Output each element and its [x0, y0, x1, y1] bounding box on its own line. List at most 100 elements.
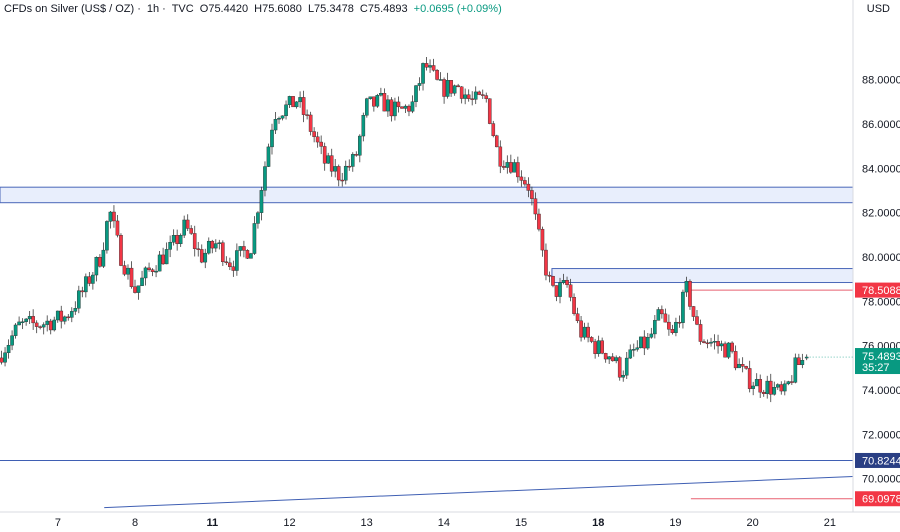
candle-115[interactable]	[403, 104, 408, 113]
candle-69[interactable]	[242, 240, 246, 258]
candle-106[interactable]	[372, 96, 376, 112]
candle-183[interactable]	[642, 330, 647, 356]
candle-211[interactable]	[740, 357, 745, 373]
candle-178[interactable]	[624, 351, 629, 380]
candle-215[interactable]	[754, 373, 759, 387]
candle-176[interactable]	[617, 355, 622, 381]
candle-4[interactable]	[13, 323, 18, 339]
candle-20[interactable]	[69, 307, 74, 323]
candle-61[interactable]	[213, 239, 218, 253]
candle-124[interactable]	[435, 68, 439, 81]
candle-216[interactable]	[758, 374, 763, 398]
candle-143[interactable]	[502, 160, 506, 170]
candle-196[interactable]	[688, 279, 692, 310]
candle-3[interactable]	[10, 330, 14, 351]
candle-66[interactable]	[231, 260, 236, 277]
candle-220[interactable]	[772, 381, 777, 396]
candle-227[interactable]	[797, 353, 801, 365]
candle-96[interactable]	[336, 164, 341, 187]
candle-197[interactable]	[691, 306, 696, 321]
candle-120[interactable]	[421, 62, 425, 91]
candle-172[interactable]	[603, 352, 608, 363]
candle-13[interactable]	[45, 315, 50, 332]
interval-label[interactable]: 1h	[146, 3, 160, 15]
candle-50[interactable]	[175, 229, 179, 251]
candle-81[interactable]	[284, 100, 288, 120]
candle-95[interactable]	[333, 158, 338, 178]
candle-15[interactable]	[52, 316, 57, 332]
candle-182[interactable]	[638, 336, 643, 349]
candle-30[interactable]	[105, 220, 109, 254]
candle-53[interactable]	[185, 214, 190, 232]
candle-73[interactable]	[256, 211, 260, 229]
candle-97[interactable]	[340, 172, 345, 187]
candle-98[interactable]	[343, 160, 348, 185]
candle-107[interactable]	[375, 93, 380, 108]
candle-221[interactable]	[775, 383, 780, 390]
candle-105[interactable]	[368, 96, 373, 100]
candle-99[interactable]	[347, 159, 352, 171]
candle-6[interactable]	[20, 318, 25, 330]
candle-7[interactable]	[24, 318, 28, 326]
candle-173[interactable]	[607, 355, 611, 364]
candle-157[interactable]	[551, 275, 555, 288]
candle-136[interactable]	[477, 90, 482, 96]
candle-24[interactable]	[84, 273, 88, 298]
candle-228[interactable]	[800, 353, 805, 369]
candle-148[interactable]	[519, 170, 524, 187]
candle-163[interactable]	[572, 293, 576, 316]
candle-109[interactable]	[382, 88, 387, 112]
candle-51[interactable]	[178, 233, 183, 247]
candle-42[interactable]	[147, 262, 151, 272]
candle-185[interactable]	[649, 327, 654, 339]
candle-161[interactable]	[565, 276, 569, 288]
candle-150[interactable]	[526, 177, 531, 198]
candle-83[interactable]	[291, 96, 295, 108]
candle-29[interactable]	[101, 242, 106, 269]
candle-17[interactable]	[59, 305, 64, 329]
candle-1[interactable]	[3, 347, 7, 367]
candle-184[interactable]	[646, 333, 650, 350]
candle-175[interactable]	[614, 355, 619, 364]
candle-199[interactable]	[698, 319, 703, 345]
candle-113[interactable]	[396, 96, 401, 113]
candle-60[interactable]	[210, 239, 215, 254]
candle-208[interactable]	[730, 341, 734, 354]
candle-34[interactable]	[119, 233, 123, 267]
candle-114[interactable]	[400, 106, 404, 109]
candle-155[interactable]	[544, 243, 548, 281]
candle-94[interactable]	[329, 148, 334, 177]
candle-198[interactable]	[695, 310, 699, 326]
candle-108[interactable]	[379, 87, 383, 97]
candle-86[interactable]	[301, 90, 306, 123]
candle-32[interactable]	[112, 205, 116, 228]
candle-21[interactable]	[73, 301, 78, 315]
candle-119[interactable]	[417, 77, 422, 91]
candle-48[interactable]	[168, 235, 172, 258]
candle-91[interactable]	[319, 135, 323, 155]
candle-126[interactable]	[442, 77, 446, 104]
candle-47[interactable]	[164, 242, 169, 265]
candle-218[interactable]	[765, 375, 770, 399]
candle-52[interactable]	[182, 215, 186, 238]
candle-225[interactable]	[790, 375, 794, 385]
candle-10[interactable]	[34, 320, 39, 334]
candle-101[interactable]	[354, 151, 359, 157]
candle-62[interactable]	[217, 239, 222, 250]
candle-39[interactable]	[136, 285, 141, 300]
candle-5[interactable]	[17, 316, 21, 326]
candle-71[interactable]	[249, 252, 253, 259]
candle-186[interactable]	[653, 315, 657, 339]
candle-9[interactable]	[31, 309, 35, 330]
candle-19[interactable]	[66, 314, 71, 321]
candle-171[interactable]	[600, 337, 604, 355]
candle-129[interactable]	[452, 84, 457, 96]
candle-55[interactable]	[192, 225, 197, 257]
candle-137[interactable]	[480, 89, 485, 99]
candle-145[interactable]	[509, 154, 513, 174]
candle-195[interactable]	[684, 276, 689, 297]
candle-28[interactable]	[98, 254, 102, 268]
candle-142[interactable]	[498, 140, 503, 174]
candle-118[interactable]	[414, 85, 418, 108]
